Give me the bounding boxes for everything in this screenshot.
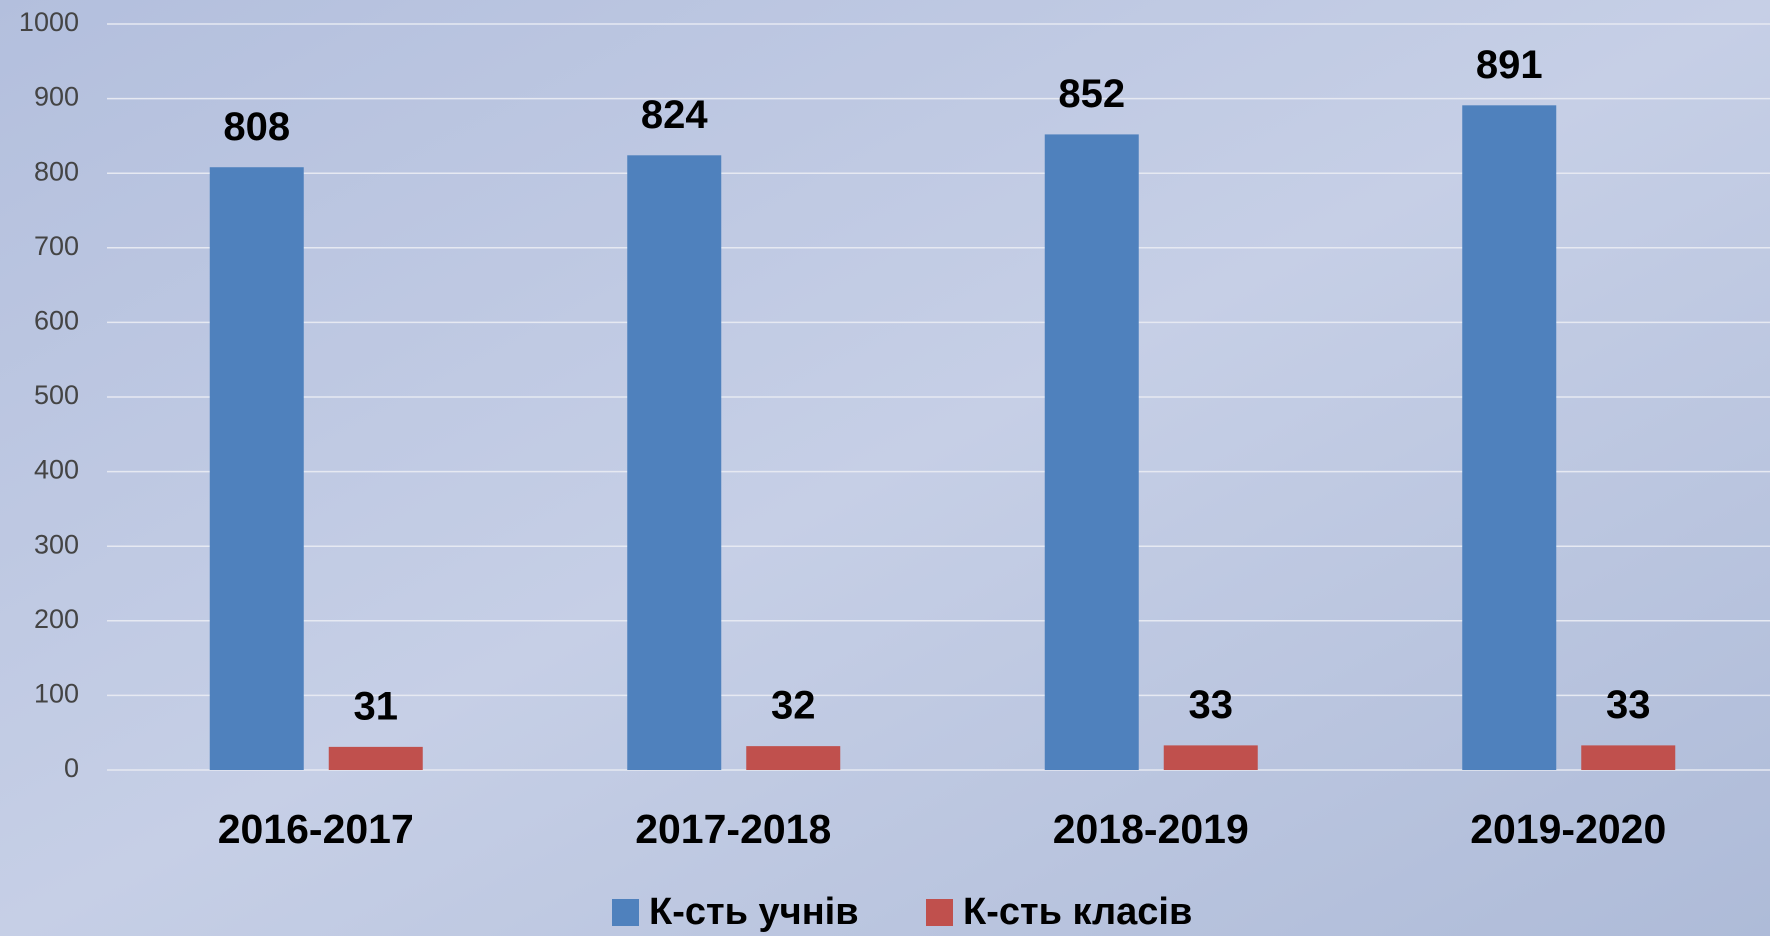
y-tick-label: 600 <box>34 306 79 336</box>
bar <box>1581 745 1675 770</box>
bar <box>210 167 304 770</box>
x-tick-label: 2017-2018 <box>635 806 831 852</box>
y-tick-label: 300 <box>34 529 79 559</box>
chart: 0 100 200 300 400 500 600 700 800 900 1000 2016-201… <box>0 0 1770 936</box>
x-tick-label: 2018-2019 <box>1053 806 1249 852</box>
y-tick-label: 0 <box>64 753 79 783</box>
page: 0 100 200 300 400 500 600 700 800 900 1000 2016-201… <box>0 0 1770 936</box>
y-tick-label: 700 <box>34 231 79 261</box>
y-tick-label: 200 <box>34 604 79 634</box>
legend-label: К-сть учнів <box>649 891 859 933</box>
legend-label: К-сть класів <box>963 891 1192 933</box>
data-label: 891 <box>1476 43 1543 87</box>
x-tick-label: 2016-2017 <box>218 806 414 852</box>
y-tick-label: 100 <box>34 679 79 709</box>
y-tick-label: 1000 <box>19 7 79 37</box>
data-label: 31 <box>354 684 399 728</box>
data-label: 808 <box>223 105 290 149</box>
legend-swatch <box>926 899 953 926</box>
data-label: 824 <box>641 93 708 137</box>
y-tick-label: 800 <box>34 156 79 186</box>
bar <box>329 747 423 770</box>
y-tick-label: 900 <box>34 82 79 112</box>
bar <box>1462 105 1556 770</box>
data-label: 32 <box>771 684 816 728</box>
bar <box>1164 745 1258 770</box>
legend-swatch <box>612 899 639 926</box>
bar <box>627 155 721 770</box>
data-label: 852 <box>1058 72 1125 116</box>
bar <box>746 746 840 770</box>
data-label: 33 <box>1606 683 1651 727</box>
data-label: 33 <box>1189 683 1234 727</box>
x-tick-label: 2019-2020 <box>1470 806 1666 852</box>
bar <box>1045 134 1139 770</box>
y-tick-label: 400 <box>34 455 79 485</box>
y-tick-label: 500 <box>34 380 79 410</box>
